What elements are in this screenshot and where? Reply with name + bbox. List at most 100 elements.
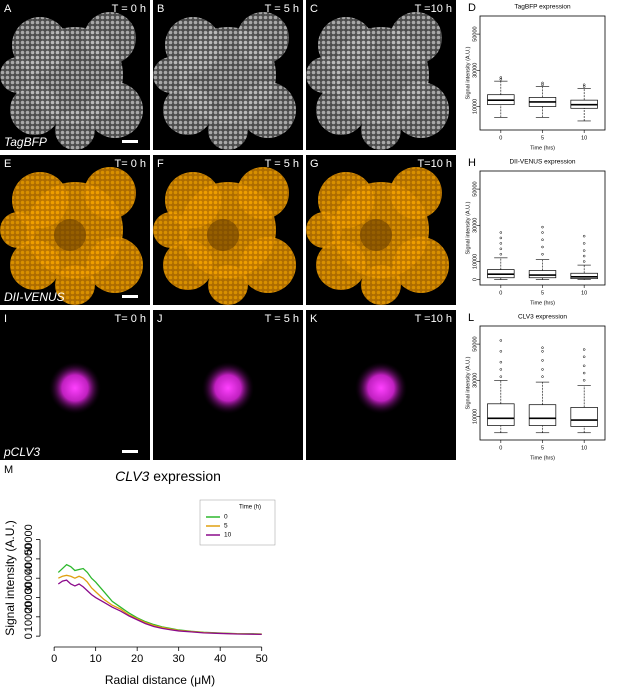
row-label: TagBFP	[4, 135, 47, 149]
x-tick-label: 30	[173, 653, 185, 665]
outlier	[541, 225, 544, 229]
panel-letter: D	[468, 2, 476, 14]
tissue	[240, 237, 296, 293]
micrograph: A T = 0 h TagBFP	[0, 0, 150, 150]
y-tick-label: 30000	[472, 373, 478, 388]
outlier	[499, 339, 503, 342]
box	[570, 407, 598, 427]
outlier	[582, 371, 586, 375]
y-tick-label: 10000	[472, 254, 478, 269]
time-label: T = 5 h	[265, 3, 299, 15]
y-tick-label: 30000	[23, 563, 35, 594]
outlier	[499, 76, 503, 79]
time-label: T= 0 h	[115, 158, 147, 170]
outlier	[541, 231, 544, 234]
tissue	[316, 240, 366, 290]
x-axis-label: Time (hrs)	[530, 455, 555, 461]
tissue	[153, 212, 189, 248]
legend-label: 10	[224, 532, 232, 539]
x-tick-label: 0	[51, 653, 57, 665]
tissue	[393, 82, 449, 138]
series-line	[57, 563, 262, 635]
clv3-signal	[49, 362, 101, 414]
scale-bar	[122, 450, 138, 453]
x-tick-label: 0	[499, 445, 502, 451]
outlier	[582, 83, 586, 87]
micrograph: I T= 0 h pCLV3	[0, 310, 150, 460]
tissue	[208, 110, 248, 150]
outlier	[541, 368, 544, 371]
outlier	[499, 350, 503, 353]
tissue	[208, 265, 248, 305]
legend-title: Time (h)	[239, 505, 261, 511]
outlier	[499, 247, 503, 251]
panel-letter: G	[310, 158, 319, 170]
tissue-shadow	[54, 219, 86, 251]
x-tick-label: 10	[581, 445, 587, 451]
x-tick-label: 5	[541, 290, 544, 296]
tissue	[390, 12, 442, 64]
micrograph: J T = 5 h	[153, 310, 303, 460]
outlier	[499, 375, 503, 378]
tissue	[237, 167, 289, 219]
tissue-shadow	[360, 219, 392, 251]
outlier	[499, 368, 503, 371]
tissue	[316, 85, 366, 135]
outlier	[541, 245, 544, 249]
tissue	[240, 82, 296, 138]
outlier	[541, 359, 544, 362]
tissue	[87, 82, 143, 138]
panel-letter: H	[468, 157, 476, 169]
y-tick-label: 30000	[472, 218, 478, 233]
chart-title: CLV3 expression	[115, 468, 221, 484]
title-gene: CLV3	[115, 468, 149, 484]
y-tick-label: 30000	[472, 63, 478, 78]
outlier	[541, 238, 544, 242]
y-axis-label: Signal intensity (A.U.)	[3, 520, 17, 635]
x-tick-label: 10	[581, 290, 587, 296]
outlier	[582, 254, 586, 258]
outlier	[541, 81, 544, 85]
x-tick-label: 20	[131, 653, 143, 665]
chart-title: DII-VENUS expression	[509, 159, 575, 166]
tissue	[0, 212, 36, 248]
outlier	[499, 360, 503, 364]
box	[528, 270, 557, 279]
outlier	[582, 234, 586, 238]
y-axis-label: Signal intensity (A.U.)	[465, 201, 471, 254]
panel-letter: L	[468, 312, 474, 324]
tissue	[84, 12, 136, 64]
outlier	[541, 375, 544, 378]
tissue	[153, 57, 189, 93]
tissue	[55, 265, 95, 305]
panel-letter: M	[4, 464, 13, 476]
x-tick-label: 0	[499, 290, 502, 296]
panel-letter: C	[310, 3, 318, 15]
x-axis-label: Radial distance (μM)	[105, 673, 215, 687]
tissue	[163, 240, 213, 290]
y-axis-label: Signal intensity (A.U.)	[465, 46, 471, 99]
x-axis-label: Time (hrs)	[530, 145, 555, 151]
x-axis-label: Time (hrs)	[530, 300, 555, 306]
panel-letter: E	[4, 158, 11, 170]
y-tick-label: 20000	[23, 582, 35, 613]
panel-letter: B	[157, 3, 164, 15]
outlier	[582, 379, 586, 382]
tissue	[163, 85, 213, 135]
clv3-signal	[202, 362, 254, 414]
outlier	[499, 252, 503, 256]
series-line	[57, 579, 262, 636]
outlier	[582, 355, 586, 359]
time-label: T= 0 h	[115, 313, 147, 325]
micrograph: F T = 5 h	[153, 155, 303, 305]
panel-letter: J	[157, 313, 163, 325]
y-axis-label: Signal intensity (A.U.)	[465, 356, 471, 409]
tissue	[87, 237, 143, 293]
outlier	[541, 346, 544, 349]
tissue	[10, 85, 60, 135]
legend-box	[199, 499, 276, 546]
outlier	[541, 252, 544, 256]
y-tick-label: 50000	[472, 336, 478, 351]
outlier	[582, 348, 586, 351]
